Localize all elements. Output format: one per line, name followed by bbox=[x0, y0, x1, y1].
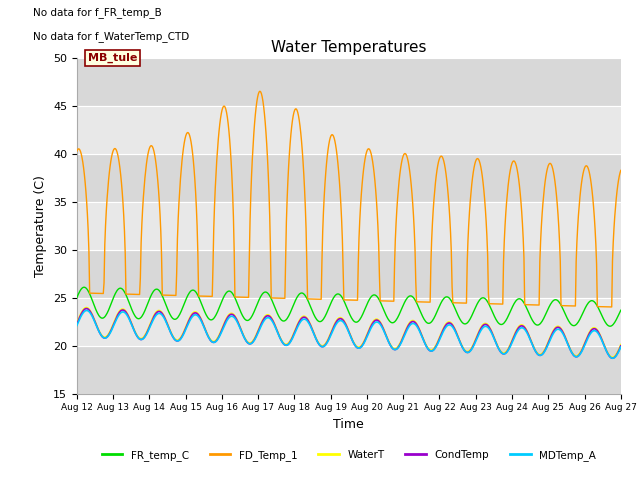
Bar bbox=[77, 346, 621, 394]
Y-axis label: Temperature (C): Temperature (C) bbox=[35, 175, 47, 276]
Bar bbox=[77, 106, 621, 154]
X-axis label: Time: Time bbox=[333, 418, 364, 431]
Legend: FR_temp_C, FD_Temp_1, WaterT, CondTemp, MDTemp_A: FR_temp_C, FD_Temp_1, WaterT, CondTemp, … bbox=[97, 446, 600, 465]
Bar bbox=[77, 298, 621, 346]
Bar bbox=[77, 250, 621, 298]
Bar bbox=[77, 58, 621, 106]
Text: MB_tule: MB_tule bbox=[88, 52, 137, 63]
Bar bbox=[77, 202, 621, 250]
Bar bbox=[77, 154, 621, 202]
Text: No data for f_WaterTemp_CTD: No data for f_WaterTemp_CTD bbox=[33, 31, 189, 42]
Text: No data for f_FR_temp_B: No data for f_FR_temp_B bbox=[33, 7, 162, 18]
Title: Water Temperatures: Water Temperatures bbox=[271, 40, 426, 55]
